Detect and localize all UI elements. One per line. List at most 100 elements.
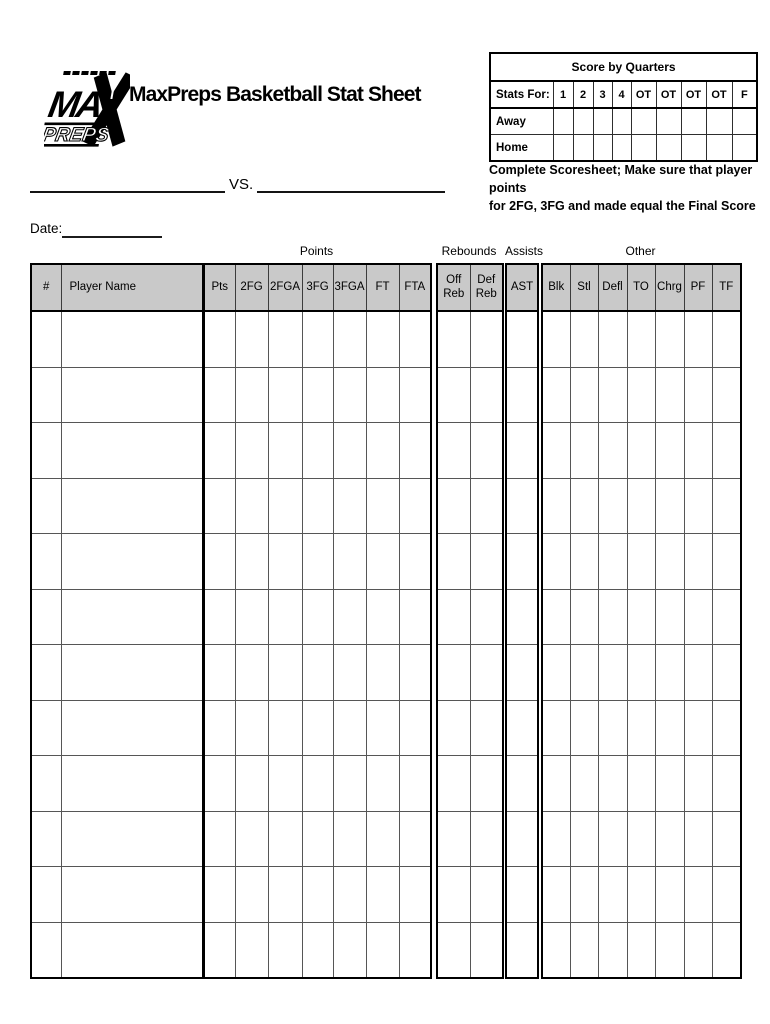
score-cell: [705, 134, 733, 162]
player-row: [203, 310, 432, 368]
stat-cell: [541, 810, 571, 867]
score-cell: [680, 134, 707, 162]
stat-cell: [654, 422, 685, 479]
player-row: [541, 866, 742, 923]
player-row: [203, 810, 432, 867]
score-cell: [655, 134, 682, 162]
stat-cell: [301, 810, 334, 867]
stat-cell: [541, 366, 571, 423]
player-row: [436, 810, 504, 867]
stat-cell: [505, 921, 539, 979]
stat-cell: [654, 755, 685, 812]
stat-cell: [569, 810, 599, 867]
stat-cell: [398, 477, 432, 534]
stat-cell: [203, 533, 236, 590]
column-header-pf: PF: [683, 263, 713, 312]
stat-cell: [505, 366, 539, 423]
stat-cell: [365, 644, 400, 701]
column-header-off-reb: Off Reb: [436, 263, 471, 312]
stat-cell: [569, 477, 599, 534]
stat-cell: [654, 644, 685, 701]
stat-cell: [541, 422, 571, 479]
stat-cell: [332, 755, 367, 812]
logo-x-mark: [82, 72, 130, 147]
stat-cell: [626, 810, 656, 867]
player-row: [30, 588, 204, 645]
stat-cell: [203, 921, 236, 979]
stat-cell: [436, 644, 471, 701]
player-row: [505, 699, 539, 756]
stat-cell: [569, 866, 599, 923]
stat-cell: [683, 477, 713, 534]
stat-cell: [436, 810, 471, 867]
stat-cell: [30, 588, 62, 645]
player-row: [30, 699, 204, 756]
vs-label: VS.: [229, 176, 254, 193]
stat-cell: [436, 366, 471, 423]
player-row: [30, 644, 204, 701]
player-row: [436, 366, 504, 423]
stat-cell: [654, 699, 685, 756]
stat-cell: [683, 699, 713, 756]
stat-cell: [398, 921, 432, 979]
stat-cell: [365, 477, 400, 534]
logo-max-text: MA: [45, 83, 105, 125]
player-row: [436, 533, 504, 590]
stat-cell: [683, 533, 713, 590]
column-header-to: TO: [626, 263, 656, 312]
column-header-2fg: 2FG: [234, 263, 269, 312]
stat-cell: [436, 866, 471, 923]
stat-table-assists: AST: [505, 263, 539, 979]
player-row: [505, 921, 539, 979]
group-label-assists: Assists: [505, 244, 544, 258]
stat-cell: [398, 866, 432, 923]
stat-cell: [541, 921, 571, 979]
stat-cell: [505, 644, 539, 701]
column-header-3fg: 3FG: [301, 263, 334, 312]
stat-cell: [683, 310, 713, 368]
stat-cell: [711, 533, 742, 590]
stat-cell: [267, 477, 303, 534]
stat-cell: [505, 310, 539, 368]
stat-cell: [626, 533, 656, 590]
stat-cell: [365, 588, 400, 645]
stat-cell: [267, 810, 303, 867]
stat-cell: [597, 366, 628, 423]
player-row: [505, 422, 539, 479]
stat-cell: [654, 921, 685, 979]
stat-cell: [234, 699, 269, 756]
column-header-number: #: [30, 263, 62, 312]
stat-cell: [436, 533, 471, 590]
score-row-away: Away: [489, 107, 758, 135]
stat-cell: [301, 866, 334, 923]
player-row: [541, 921, 742, 979]
stat-cell: [60, 921, 204, 979]
stat-cell: [332, 477, 367, 534]
stat-cell: [469, 588, 504, 645]
stat-cell: [436, 699, 471, 756]
stat-cell: [711, 310, 742, 368]
stat-cell: [60, 310, 204, 368]
stat-cell: [505, 477, 539, 534]
score-cell: [630, 134, 657, 162]
stat-cell: [203, 310, 236, 368]
stat-cell: [203, 699, 236, 756]
player-row: [203, 422, 432, 479]
stat-cell: [301, 699, 334, 756]
score-cell: [572, 134, 594, 162]
stat-cell: [267, 699, 303, 756]
stat-cell: [654, 810, 685, 867]
stat-cell: [541, 588, 571, 645]
stat-cell: [469, 810, 504, 867]
group-label-other: Other: [625, 244, 656, 258]
player-row: [436, 310, 504, 368]
instructions-line2: for 2FG, 3FG and made equal the Final Sc…: [489, 199, 756, 213]
player-row: [541, 644, 742, 701]
player-row: [541, 588, 742, 645]
column-header-chrg: Chrg: [654, 263, 685, 312]
team-label-home: Home: [489, 134, 554, 162]
player-row: [203, 755, 432, 812]
stat-cell: [332, 310, 367, 368]
stat-cell: [541, 477, 571, 534]
column-header-blk: Blk: [541, 263, 571, 312]
